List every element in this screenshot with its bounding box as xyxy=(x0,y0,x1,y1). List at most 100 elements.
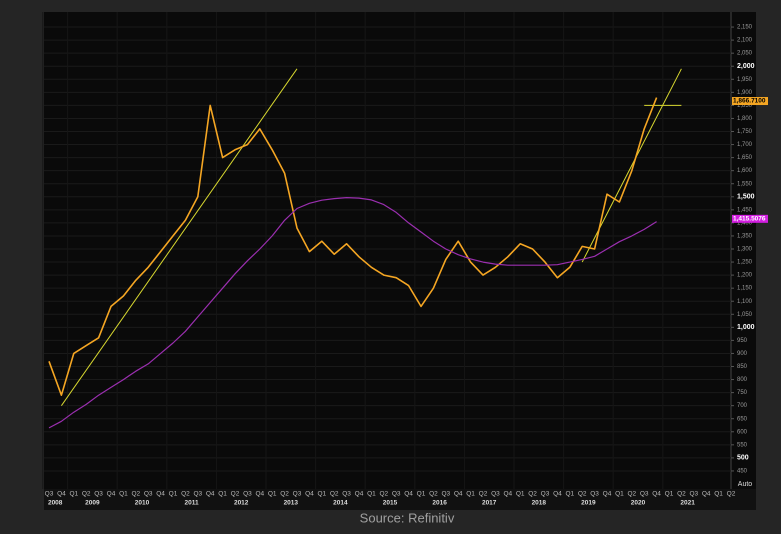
x-tick-label: Q3 xyxy=(342,491,351,498)
x-tick-label: Q4 xyxy=(603,491,612,498)
y-tick-label: 1,200 xyxy=(737,273,753,279)
x-tick-label: Q2 xyxy=(578,491,587,498)
y-tick-label: 1,550 xyxy=(737,181,753,187)
x-tick-label: Q4 xyxy=(503,491,512,498)
x-tick-label: Q1 xyxy=(516,491,525,498)
x-tick-label: Q3 xyxy=(541,491,550,498)
x-year-label: 2014 xyxy=(333,500,348,507)
x-tick-label: Q1 xyxy=(119,491,128,498)
y-tick-label: 1,750 xyxy=(737,129,753,135)
y-tick-label: 1,000 xyxy=(737,324,755,331)
x-tick-label: Q3 xyxy=(689,491,698,498)
x-tick-label: Q3 xyxy=(491,491,500,498)
x-tick-label: Q3 xyxy=(590,491,599,498)
x-tick-label: Q3 xyxy=(193,491,202,498)
y-tick-label: 750 xyxy=(737,390,748,396)
y-tick-label: 1,150 xyxy=(737,286,753,292)
series-line xyxy=(48,197,657,429)
x-tick-label: Q3 xyxy=(94,491,103,498)
x-tick-label: Q2 xyxy=(231,491,240,498)
x-tick-label: Q2 xyxy=(379,491,388,498)
x-tick-label: Q2 xyxy=(627,491,636,498)
x-tick-label: Q3 xyxy=(45,491,54,498)
y-tick-label: 450 xyxy=(737,469,748,475)
source-note: Source: Refinitiv xyxy=(360,510,455,525)
last-value-label: 1,866.7100 xyxy=(733,98,766,105)
x-tick-label: Q4 xyxy=(305,491,314,498)
x-tick-label: Q1 xyxy=(565,491,574,498)
trendline xyxy=(60,68,298,406)
y-tick-label: 1,250 xyxy=(737,260,753,266)
last-value-box xyxy=(732,214,768,223)
x-tick-label: Q1 xyxy=(367,491,376,498)
x-tick-label: Q1 xyxy=(317,491,326,498)
x-year-label: 2017 xyxy=(482,500,497,507)
x-tick-label: Q2 xyxy=(131,491,140,498)
y-tick-label: 1,300 xyxy=(737,247,753,253)
x-year-label: 2010 xyxy=(135,500,150,507)
x-tick-label: Q1 xyxy=(466,491,475,498)
x-year-label: 2008 xyxy=(48,500,63,507)
x-tick-label: Q1 xyxy=(218,491,227,498)
y-tick-label: 1,100 xyxy=(737,299,753,305)
x-axis-strip xyxy=(44,489,756,510)
x-tick-label: Q2 xyxy=(677,491,686,498)
x-tick-label: Q2 xyxy=(528,491,537,498)
last-value-label: 1,415.5076 xyxy=(733,216,766,223)
x-tick-label: Q4 xyxy=(702,491,711,498)
x-tick-label: Q3 xyxy=(441,491,450,498)
y-tick-label: 1,800 xyxy=(737,116,753,122)
x-tick-label: Q1 xyxy=(665,491,674,498)
x-year-label: 2020 xyxy=(631,500,646,507)
axis-mode: Auto xyxy=(738,481,753,488)
x-year-label: 2013 xyxy=(284,500,299,507)
y-tick-label: 800 xyxy=(737,377,748,383)
y-tick-label: 1,450 xyxy=(737,207,753,213)
x-tick-label: Q3 xyxy=(640,491,649,498)
x-tick-label: Q3 xyxy=(293,491,302,498)
x-tick-label: Q2 xyxy=(82,491,91,498)
y-tick-label: 2,050 xyxy=(737,51,753,57)
x-tick-label: Q1 xyxy=(268,491,277,498)
y-tick-label: 1,050 xyxy=(737,312,753,318)
y-tick-label: 1,700 xyxy=(737,142,753,148)
y-tick-label: 2,100 xyxy=(737,38,753,44)
x-tick-label: Q2 xyxy=(727,491,736,498)
y-tick-label: 950 xyxy=(737,338,748,344)
x-tick-label: Q3 xyxy=(144,491,153,498)
y-tick-label: 1,600 xyxy=(737,168,753,174)
x-tick-label: Q4 xyxy=(255,491,264,498)
x-year-label: 2018 xyxy=(532,500,547,507)
x-tick-label: Q2 xyxy=(280,491,289,498)
y-tick-label: 850 xyxy=(737,364,748,370)
x-tick-label: Q2 xyxy=(181,491,190,498)
x-tick-label: Q4 xyxy=(355,491,364,498)
x-year-label: 2021 xyxy=(680,500,695,507)
y-tick-label: 700 xyxy=(737,403,748,409)
x-tick-label: Q1 xyxy=(615,491,624,498)
x-tick-label: Q3 xyxy=(392,491,401,498)
y-tick-label: 1,400 xyxy=(737,220,753,226)
x-year-label: 2016 xyxy=(432,500,447,507)
y-tick-label: 650 xyxy=(737,416,748,422)
x-year-label: 2009 xyxy=(85,500,100,507)
y-tick-label: 600 xyxy=(737,429,748,435)
x-tick-label: Q4 xyxy=(404,491,413,498)
x-tick-label: Q4 xyxy=(553,491,562,498)
y-tick-label: 1,850 xyxy=(737,103,753,109)
x-tick-label: Q4 xyxy=(57,491,66,498)
y-tick-label: 1,500 xyxy=(737,194,755,201)
x-year-label: 2012 xyxy=(234,500,249,507)
x-tick-label: Q2 xyxy=(429,491,438,498)
y-tick-label: 1,900 xyxy=(737,90,753,96)
x-year-label: 2011 xyxy=(185,500,199,507)
x-year-label: 2015 xyxy=(383,500,398,507)
x-tick-label: Q1 xyxy=(714,491,723,498)
y-tick-label: 2,150 xyxy=(737,25,753,31)
x-tick-label: Q2 xyxy=(330,491,339,498)
x-tick-label: Q4 xyxy=(206,491,215,498)
y-tick-label: 2,000 xyxy=(737,63,755,70)
y-tick-label: 500 xyxy=(737,455,749,462)
